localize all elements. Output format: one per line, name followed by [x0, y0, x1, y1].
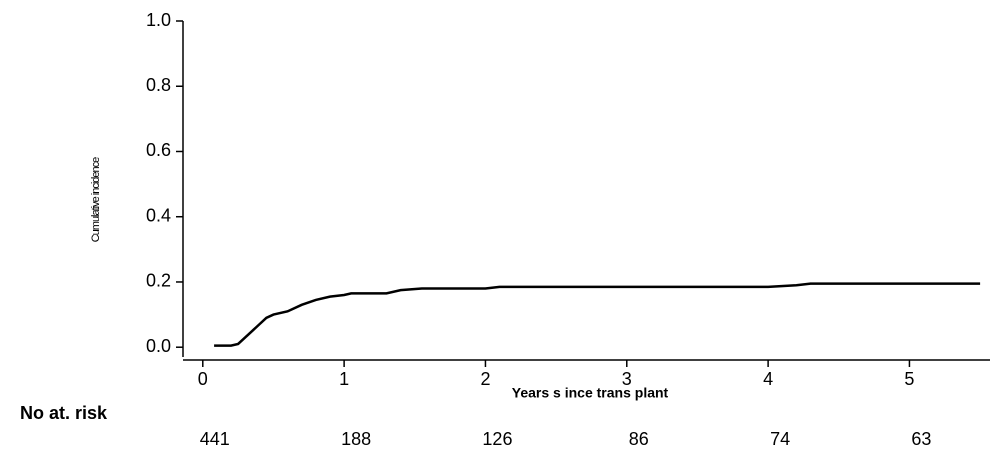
x-tick-label: 0 — [198, 369, 208, 389]
y-tick-label: 1.0 — [146, 10, 171, 30]
risk-count: 441 — [200, 429, 230, 449]
y-tick-label: 0.8 — [146, 75, 171, 95]
risk-table-label: No at. risk — [20, 403, 108, 423]
y-axis-label: Cumulative incidence — [90, 157, 102, 242]
risk-count: 63 — [911, 429, 931, 449]
x-tick-label: 1 — [339, 369, 349, 389]
x-tick-label: 5 — [904, 369, 914, 389]
y-tick-label: 0.0 — [146, 336, 171, 356]
x-tick-label: 4 — [763, 369, 773, 389]
y-tick-label: 0.2 — [146, 271, 171, 291]
curve — [214, 282, 981, 347]
x-tick-label: 3 — [622, 369, 632, 389]
x-axis-label: Years s ince trans plant — [512, 385, 669, 401]
x-tick-label: 2 — [480, 369, 490, 389]
risk-count: 126 — [482, 429, 512, 449]
risk-count: 86 — [629, 429, 649, 449]
risk-count: 74 — [770, 429, 790, 449]
risk-count: 188 — [341, 429, 371, 449]
y-tick-label: 0.6 — [146, 140, 171, 160]
y-tick-label: 0.4 — [146, 205, 171, 225]
